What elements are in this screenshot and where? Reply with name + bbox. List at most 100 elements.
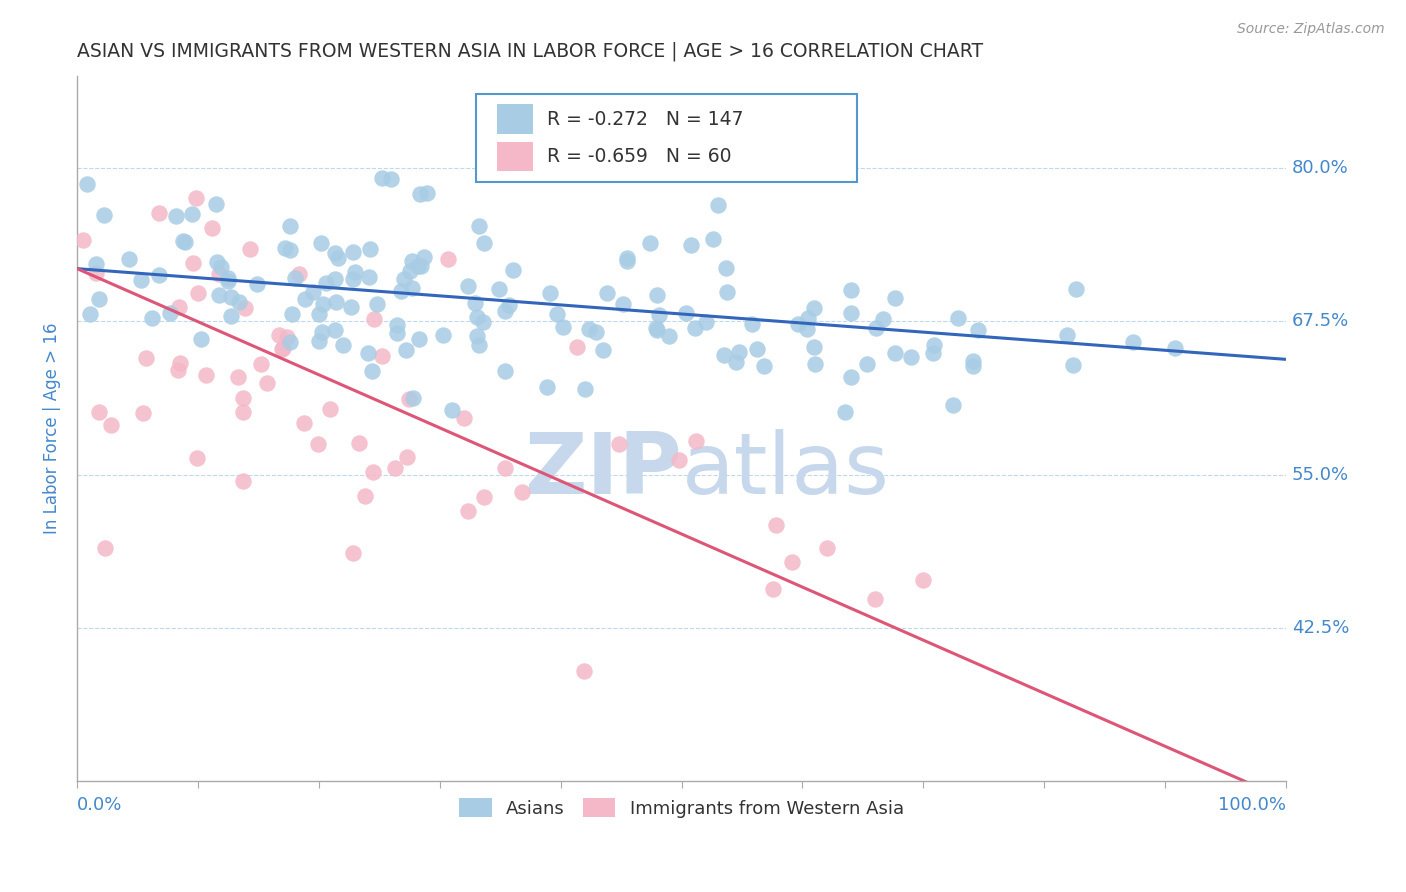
Point xyxy=(319,401,342,416)
Point xyxy=(391,284,413,298)
Point xyxy=(323,272,346,286)
Point xyxy=(167,300,190,314)
Point xyxy=(762,582,785,596)
Point xyxy=(402,391,425,405)
Point xyxy=(132,406,155,420)
Point xyxy=(366,296,388,310)
Point xyxy=(416,186,439,200)
Point xyxy=(702,232,724,246)
Point xyxy=(323,323,346,337)
Point xyxy=(565,340,588,354)
Point xyxy=(371,170,394,185)
Point xyxy=(786,317,808,331)
Point xyxy=(962,353,984,368)
Point xyxy=(394,343,416,357)
Point xyxy=(408,332,430,346)
Point xyxy=(468,338,491,352)
Point xyxy=(343,265,366,279)
Text: 100.0%: 100.0% xyxy=(1218,796,1286,814)
Point xyxy=(148,205,170,219)
Point xyxy=(278,244,301,258)
Point xyxy=(79,307,101,321)
Point xyxy=(118,252,141,267)
Point xyxy=(169,356,191,370)
Point xyxy=(502,262,524,277)
Point xyxy=(209,260,232,275)
Point xyxy=(217,274,239,288)
Point xyxy=(307,436,329,450)
Point xyxy=(752,359,775,374)
Point xyxy=(644,321,666,335)
Point xyxy=(658,329,681,343)
Point xyxy=(741,317,763,331)
Text: Source: ZipAtlas.com: Source: ZipAtlas.com xyxy=(1237,22,1385,37)
Point xyxy=(536,379,558,393)
Point xyxy=(685,434,707,448)
Point xyxy=(181,256,204,270)
Point xyxy=(1062,358,1084,372)
Y-axis label: In Labor Force | Age > 16: In Labor Force | Age > 16 xyxy=(44,323,60,534)
Point xyxy=(745,342,768,356)
Point xyxy=(380,171,402,186)
Point xyxy=(803,341,825,355)
Point xyxy=(668,453,690,467)
Point xyxy=(839,306,862,320)
Point xyxy=(357,269,380,284)
Point xyxy=(538,285,561,300)
Point xyxy=(803,301,825,316)
Point xyxy=(342,545,364,559)
Point xyxy=(239,242,262,256)
Point xyxy=(900,350,922,364)
Point xyxy=(342,244,364,259)
Point xyxy=(76,178,98,192)
Point xyxy=(233,301,256,315)
Point xyxy=(205,196,228,211)
Point xyxy=(195,368,218,382)
Point xyxy=(271,341,294,355)
Point xyxy=(398,392,420,406)
Point xyxy=(219,290,242,304)
Point xyxy=(488,282,510,296)
Point xyxy=(205,255,228,269)
Point xyxy=(280,307,302,321)
Point xyxy=(638,235,661,250)
Point xyxy=(409,186,432,201)
Point xyxy=(200,221,222,235)
Point xyxy=(524,165,547,179)
Text: ZIP: ZIP xyxy=(524,429,682,512)
Point xyxy=(648,308,671,322)
Point xyxy=(408,259,430,273)
Point xyxy=(962,359,984,373)
Point xyxy=(309,235,332,250)
Text: 80.0%: 80.0% xyxy=(1292,159,1348,178)
Point xyxy=(93,209,115,223)
Point xyxy=(129,273,152,287)
Point xyxy=(546,307,568,321)
Point xyxy=(645,288,668,302)
Point xyxy=(494,303,516,318)
Point xyxy=(325,246,347,260)
Point xyxy=(1122,335,1144,350)
Point xyxy=(401,280,423,294)
Point xyxy=(308,307,330,321)
Point xyxy=(815,541,838,555)
Point xyxy=(326,251,349,265)
Point xyxy=(232,474,254,488)
Point xyxy=(472,236,495,251)
Point xyxy=(675,306,697,320)
Point xyxy=(942,398,965,412)
Point xyxy=(585,325,607,339)
Point xyxy=(865,321,887,335)
Point xyxy=(342,272,364,286)
Text: 55.0%: 55.0% xyxy=(1292,466,1350,483)
Point xyxy=(332,338,354,352)
FancyBboxPatch shape xyxy=(477,94,856,182)
Point xyxy=(724,355,747,369)
Point xyxy=(872,312,894,326)
Point xyxy=(457,504,479,518)
Point xyxy=(395,450,418,464)
Point xyxy=(498,298,520,312)
Point xyxy=(728,344,751,359)
Point xyxy=(232,391,254,405)
Point xyxy=(413,251,436,265)
